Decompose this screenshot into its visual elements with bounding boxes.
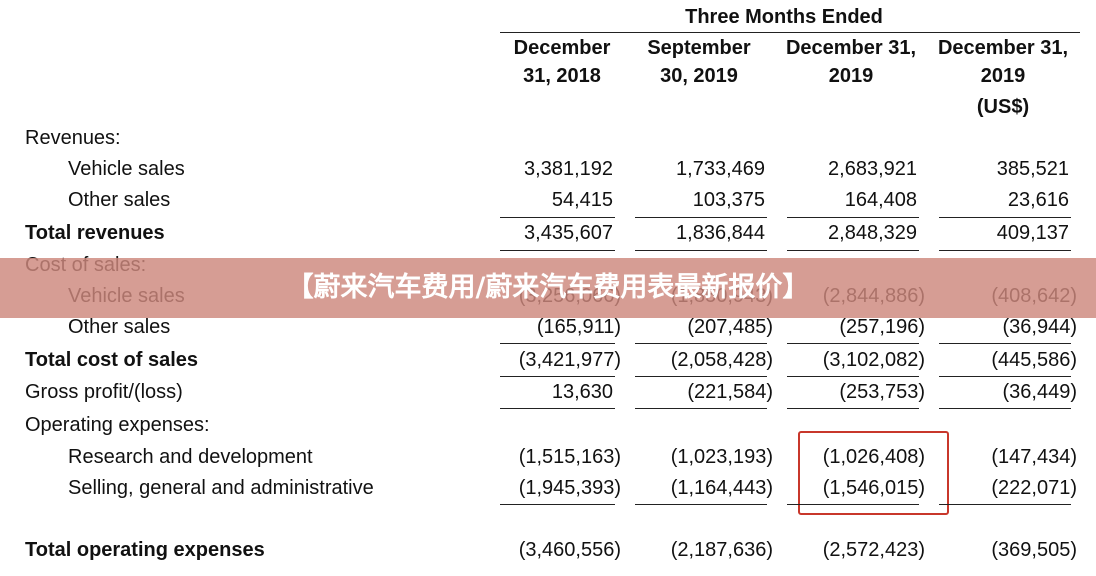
cell-value: 385,521 <box>996 158 1069 180</box>
cell-value: (3,102,082) <box>822 349 925 371</box>
rule <box>787 250 919 251</box>
rule <box>787 376 919 377</box>
cell-value: 3,435,607 <box>524 222 613 244</box>
row-label: Vehicle sales <box>68 158 185 180</box>
cell-value: 13,630 <box>551 381 613 403</box>
cell-value: (2,058,428) <box>670 349 773 371</box>
cell-value: 54,415 <box>551 189 613 211</box>
column-header: December 31, <box>785 37 917 59</box>
cell-value: 409,137 <box>996 222 1069 244</box>
cell-value: (1,164,443) <box>670 477 773 499</box>
cell-value: (1,515,163) <box>518 446 621 468</box>
rule <box>500 376 615 377</box>
cell-value: (2,187,636) <box>670 539 773 561</box>
row-label: Other sales <box>68 189 171 211</box>
rule <box>939 217 1071 218</box>
rule <box>500 250 615 251</box>
cell-value: (1,023,193) <box>670 446 773 468</box>
row-label: Total operating expenses <box>25 539 265 561</box>
cell-value: (1,026,408) <box>822 446 925 468</box>
cell-value: 2,848,329 <box>828 222 917 244</box>
rule <box>635 250 767 251</box>
cell-value: 103,375 <box>692 189 765 211</box>
rule <box>939 343 1071 344</box>
cell-value: (3,421,977) <box>518 349 621 371</box>
row-label: Selling, general and administrative <box>68 477 374 499</box>
row-label: Other sales <box>68 316 171 338</box>
highlight-box <box>798 431 949 515</box>
cell-value: (36,449) <box>1002 381 1078 403</box>
rule <box>787 217 919 218</box>
column-header: 2019 <box>980 65 1026 87</box>
cell-value: (1,546,015) <box>822 477 925 499</box>
rule <box>635 504 767 505</box>
row-label: Revenues: <box>25 127 121 149</box>
rule <box>635 217 767 218</box>
cell-value: (222,071) <box>991 477 1077 499</box>
column-group-header: Three Months Ended <box>685 6 883 28</box>
rule <box>500 408 615 409</box>
cell-value: (2,572,423) <box>822 539 925 561</box>
rule <box>787 504 919 505</box>
rule <box>939 376 1071 377</box>
banner: 【蔚来汽车费用/蔚来汽车费用表最新报价】 <box>0 258 1096 318</box>
rule <box>500 217 615 218</box>
cell-value: (36,944) <box>1002 316 1078 338</box>
cell-value: (147,434) <box>991 446 1077 468</box>
column-header: (US$) <box>976 96 1030 118</box>
row-label: Operating expenses: <box>25 414 210 436</box>
rule <box>939 250 1071 251</box>
rule <box>787 343 919 344</box>
row-label: Research and development <box>68 446 313 468</box>
rule <box>787 408 919 409</box>
rule <box>635 343 767 344</box>
cell-value: (221,584) <box>687 381 773 403</box>
rule <box>500 32 1080 33</box>
cell-value: (369,505) <box>991 539 1077 561</box>
column-header: September <box>647 37 751 59</box>
row-label: Total cost of sales <box>25 349 199 371</box>
cell-value: 1,836,844 <box>676 222 765 244</box>
cell-value: (207,485) <box>687 316 773 338</box>
cell-value: (1,945,393) <box>518 477 621 499</box>
rule <box>500 504 615 505</box>
cell-value: 1,733,469 <box>676 158 765 180</box>
column-header: 30, 2019 <box>660 65 738 87</box>
rule <box>635 408 767 409</box>
cell-value: (445,586) <box>991 349 1077 371</box>
cell-value: (253,753) <box>839 381 925 403</box>
column-header: December <box>513 37 611 59</box>
cell-value: (3,460,556) <box>518 539 621 561</box>
column-header: 31, 2018 <box>523 65 601 87</box>
cell-value: (165,911) <box>536 316 621 338</box>
rule <box>500 343 615 344</box>
row-label: Gross profit/(loss) <box>25 381 183 403</box>
column-header: December 31, <box>937 37 1069 59</box>
rule <box>635 376 767 377</box>
cell-value: 23,616 <box>1007 189 1069 211</box>
rule <box>939 504 1071 505</box>
cell-value: 164,408 <box>844 189 917 211</box>
cell-value: 3,381,192 <box>524 158 613 180</box>
cell-value: 2,683,921 <box>828 158 917 180</box>
row-label: Total revenues <box>25 222 165 244</box>
column-header: 2019 <box>828 65 874 87</box>
rule <box>939 408 1071 409</box>
cell-value: (257,196) <box>839 316 925 338</box>
